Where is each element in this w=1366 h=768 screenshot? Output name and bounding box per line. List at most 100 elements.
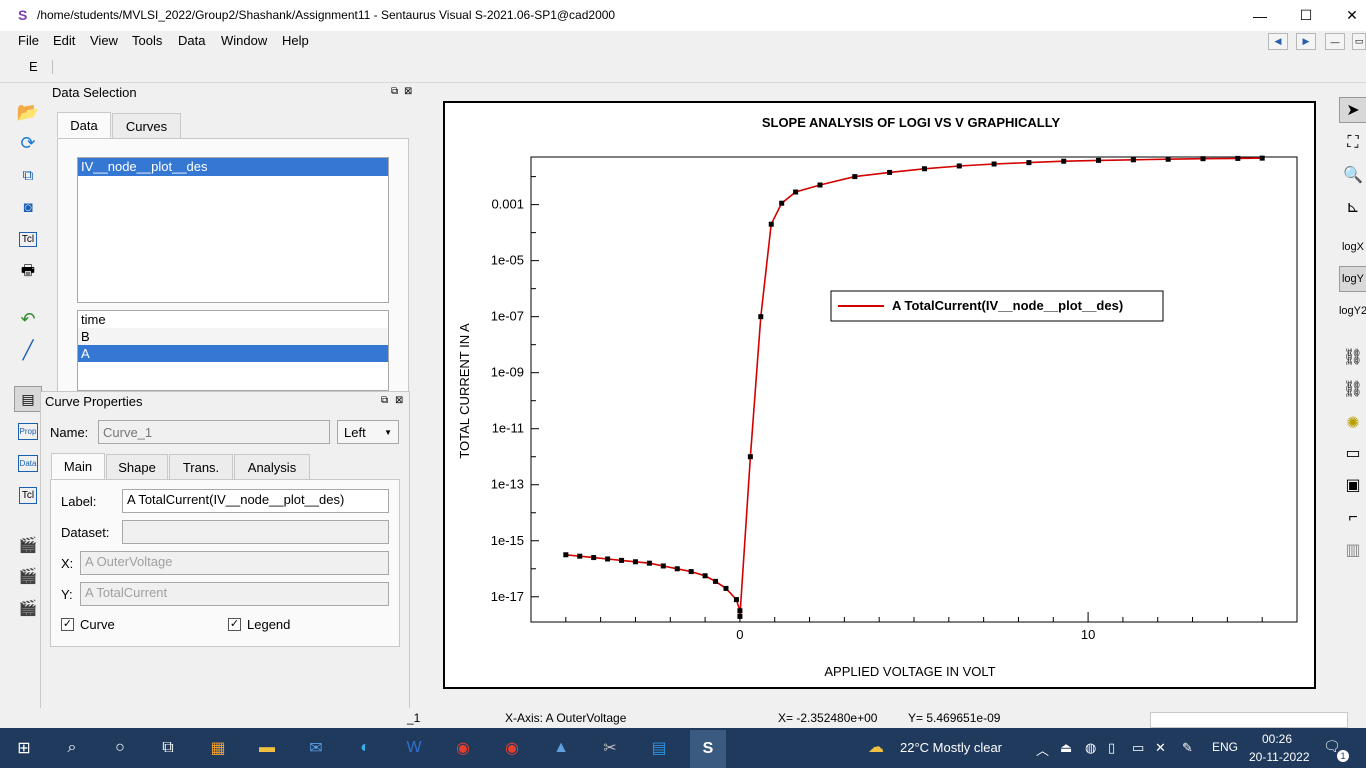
select-arrow-icon[interactable]: ➤: [1339, 97, 1366, 123]
minimize-button[interactable]: —: [1253, 7, 1267, 24]
snip-icon[interactable]: ✂: [603, 740, 617, 757]
float-icon[interactable]: ⧉: [391, 86, 399, 97]
x-input[interactable]: A OuterVoltage: [80, 551, 389, 575]
list-item[interactable]: IV__node__plot__des: [78, 158, 388, 176]
dataset-input[interactable]: [122, 520, 389, 544]
probe-icon[interactable]: ✺: [1346, 415, 1360, 432]
record-icon[interactable]: 🎬: [18, 537, 38, 554]
float-icon[interactable]: ⧉: [381, 395, 389, 406]
search-icon[interactable]: ⌕: [67, 739, 77, 756]
label-input[interactable]: A TotalCurrent(IV__node__plot__des): [122, 489, 389, 513]
list-item[interactable]: A: [78, 345, 388, 362]
list-item[interactable]: time: [81, 312, 106, 327]
legend-checkbox[interactable]: ✓: [228, 618, 241, 631]
plot-thumb-icon[interactable]: ▣: [1345, 477, 1361, 494]
chrome-profile-icon[interactable]: ◉: [505, 740, 519, 757]
curve-checkbox[interactable]: ✓: [61, 618, 74, 631]
list-item[interactable]: B: [78, 328, 388, 345]
clock-date[interactable]: 20-11-2022: [1249, 750, 1310, 764]
minimize-doc-icon[interactable]: —: [1325, 33, 1345, 50]
magnifier-icon[interactable]: 🔍: [1343, 167, 1363, 184]
tab-data[interactable]: Data: [57, 112, 111, 138]
tab-shape[interactable]: Shape: [106, 454, 168, 480]
display-icon[interactable]: ▭: [1132, 740, 1145, 755]
menu-help[interactable]: Help: [282, 33, 309, 48]
edge-icon[interactable]: ◐: [360, 739, 370, 756]
data-point: [793, 189, 799, 195]
next-arrow-icon[interactable]: ▶: [1296, 33, 1316, 50]
menu-tools[interactable]: Tools: [132, 33, 163, 48]
log-y2-icon[interactable]: logY2: [1338, 305, 1366, 317]
restore-doc-icon[interactable]: ▭: [1352, 33, 1366, 50]
tcl-icon[interactable]: Tcl: [14, 226, 42, 252]
mail-icon[interactable]: ✉: [309, 740, 323, 757]
pen-icon[interactable]: ╱: [22, 339, 34, 360]
cortana-icon[interactable]: ○: [115, 739, 125, 756]
zoom-fit-icon[interactable]: ⛶: [1347, 134, 1359, 151]
tcl-console-icon[interactable]: Tcl: [14, 482, 42, 508]
maximize-button[interactable]: ☐: [1299, 7, 1313, 23]
name-input[interactable]: [98, 420, 330, 444]
gauge-icon[interactable]: ▭: [1345, 445, 1361, 462]
dataset-list[interactable]: [77, 157, 389, 303]
start-windows-icon[interactable]: ⊞: [17, 740, 31, 757]
word-icon[interactable]: W: [406, 739, 422, 756]
photos-icon[interactable]: ▲: [553, 739, 569, 756]
chrome-icon[interactable]: ◉: [456, 740, 470, 757]
data-icon[interactable]: Data: [14, 450, 42, 476]
prev-arrow-icon[interactable]: ◀: [1268, 33, 1288, 50]
y-input[interactable]: A TotalCurrent: [80, 582, 389, 606]
reload-icon[interactable]: ⟳: [20, 132, 36, 153]
menu-file[interactable]: File: [18, 33, 39, 48]
tab-analysis[interactable]: Analysis: [234, 454, 310, 480]
store-icon[interactable]: ▦: [210, 740, 226, 757]
menu-window[interactable]: Window: [221, 33, 268, 48]
arrange-icon[interactable]: ⧉: [22, 166, 34, 184]
language-indicator[interactable]: ENG: [1212, 740, 1239, 754]
status-field[interactable]: [1150, 712, 1348, 728]
clapper2-icon[interactable]: 🎬: [18, 600, 38, 617]
notepad-icon[interactable]: ▤: [651, 740, 667, 757]
menu-view[interactable]: View: [90, 33, 118, 48]
menu-edit[interactable]: Edit: [53, 33, 76, 48]
log-y-icon[interactable]: logY: [1339, 266, 1366, 292]
tray-chevron-icon[interactable]: ︿: [1036, 743, 1050, 758]
print-icon[interactable]: 🖶: [20, 261, 36, 279]
log-x-icon[interactable]: logX: [1341, 241, 1365, 253]
battery-icon[interactable]: ▯: [1108, 740, 1116, 755]
pen-tray-icon[interactable]: ✎: [1182, 740, 1193, 755]
clock-time[interactable]: 00:26: [1262, 732, 1293, 746]
network-icon[interactable]: ◍: [1085, 740, 1097, 755]
prop-icon[interactable]: Prop: [14, 418, 42, 444]
properties-icon[interactable]: ▤: [14, 386, 42, 412]
curve-properties-title: Curve Properties: [45, 394, 143, 409]
notification-icon[interactable]: 🗨: [1323, 738, 1341, 754]
step-curve-icon[interactable]: ⌐: [1348, 509, 1358, 526]
open-folder-icon[interactable]: 📂: [16, 101, 40, 122]
link-icon[interactable]: ⛓: [1342, 349, 1364, 366]
undo-icon[interactable]: ↶: [20, 308, 36, 329]
toolbar-e-button[interactable]: E: [29, 59, 38, 74]
link-s-icon[interactable]: ⛓: [1342, 381, 1364, 398]
data-point: [991, 161, 997, 167]
plot-area[interactable]: [443, 101, 1316, 689]
x-axis-label: APPLIED VOLTAGE IN VOLT: [824, 664, 995, 679]
axis-select[interactable]: Left ▼: [337, 420, 399, 444]
menu-data[interactable]: Data: [178, 33, 206, 48]
panel-close-icon[interactable]: ⊠: [404, 86, 413, 97]
file-explorer-icon[interactable]: ▬: [259, 739, 275, 756]
volume-mute-icon[interactable]: ✕: [1155, 740, 1166, 755]
ruler-icon[interactable]: ▥: [1345, 542, 1361, 559]
tab-curves[interactable]: Curves: [112, 113, 181, 139]
panel-close-icon[interactable]: ⊠: [395, 395, 404, 406]
tab-main[interactable]: Main: [51, 453, 105, 479]
clapper-icon[interactable]: 🎬: [18, 568, 38, 585]
task-view-icon[interactable]: ⧉: [162, 739, 174, 756]
sentaurus-task-icon[interactable]: S: [690, 730, 726, 768]
tab-trans[interactable]: Trans.: [169, 454, 233, 480]
weather-text[interactable]: 22°C Mostly clear: [900, 740, 1003, 755]
axes-icon[interactable]: ⊾: [1346, 199, 1360, 216]
camera-icon[interactable]: ◙: [23, 198, 33, 216]
close-button[interactable]: ✕: [1346, 7, 1358, 23]
usb-icon[interactable]: ⏏: [1060, 740, 1073, 755]
